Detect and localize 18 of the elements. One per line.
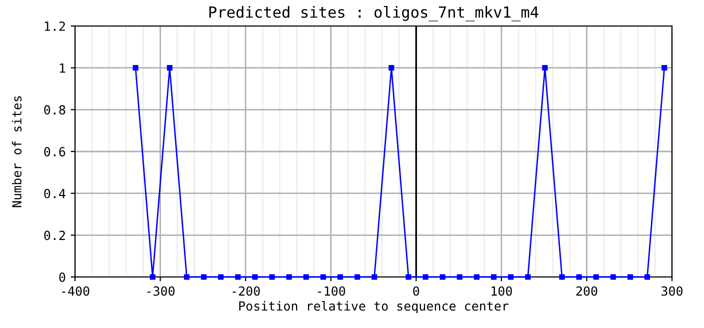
x-tick-label: -300 (147, 286, 175, 296)
chart-title: Predicted sites : oligos_7nt_mkv1_m4 (209, 6, 538, 22)
x-axis-title: Position relative to sequence center (239, 300, 508, 314)
x-tick-label: -200 (232, 286, 260, 296)
y-tick-label: 0.2 (44, 230, 65, 240)
y-tick-label: 0.4 (44, 188, 66, 198)
y-tick-label: 0.6 (44, 147, 66, 156)
x-tick-label: -100 (318, 286, 346, 296)
x-tick-label: -400 (62, 286, 90, 296)
x-tick-label: 100 (492, 286, 512, 296)
x-tick-label: 300 (662, 286, 682, 296)
x-tick-label: 200 (576, 286, 598, 296)
y-axis-title: Number of sites (12, 96, 22, 208)
y-tick-label: 1.2 (44, 22, 65, 31)
x-tick-label: 0 (413, 286, 420, 296)
y-tick-label: 0.8 (44, 105, 66, 115)
y-tick-label: 0 (59, 272, 66, 282)
y-tick-label: 1 (60, 64, 66, 73)
